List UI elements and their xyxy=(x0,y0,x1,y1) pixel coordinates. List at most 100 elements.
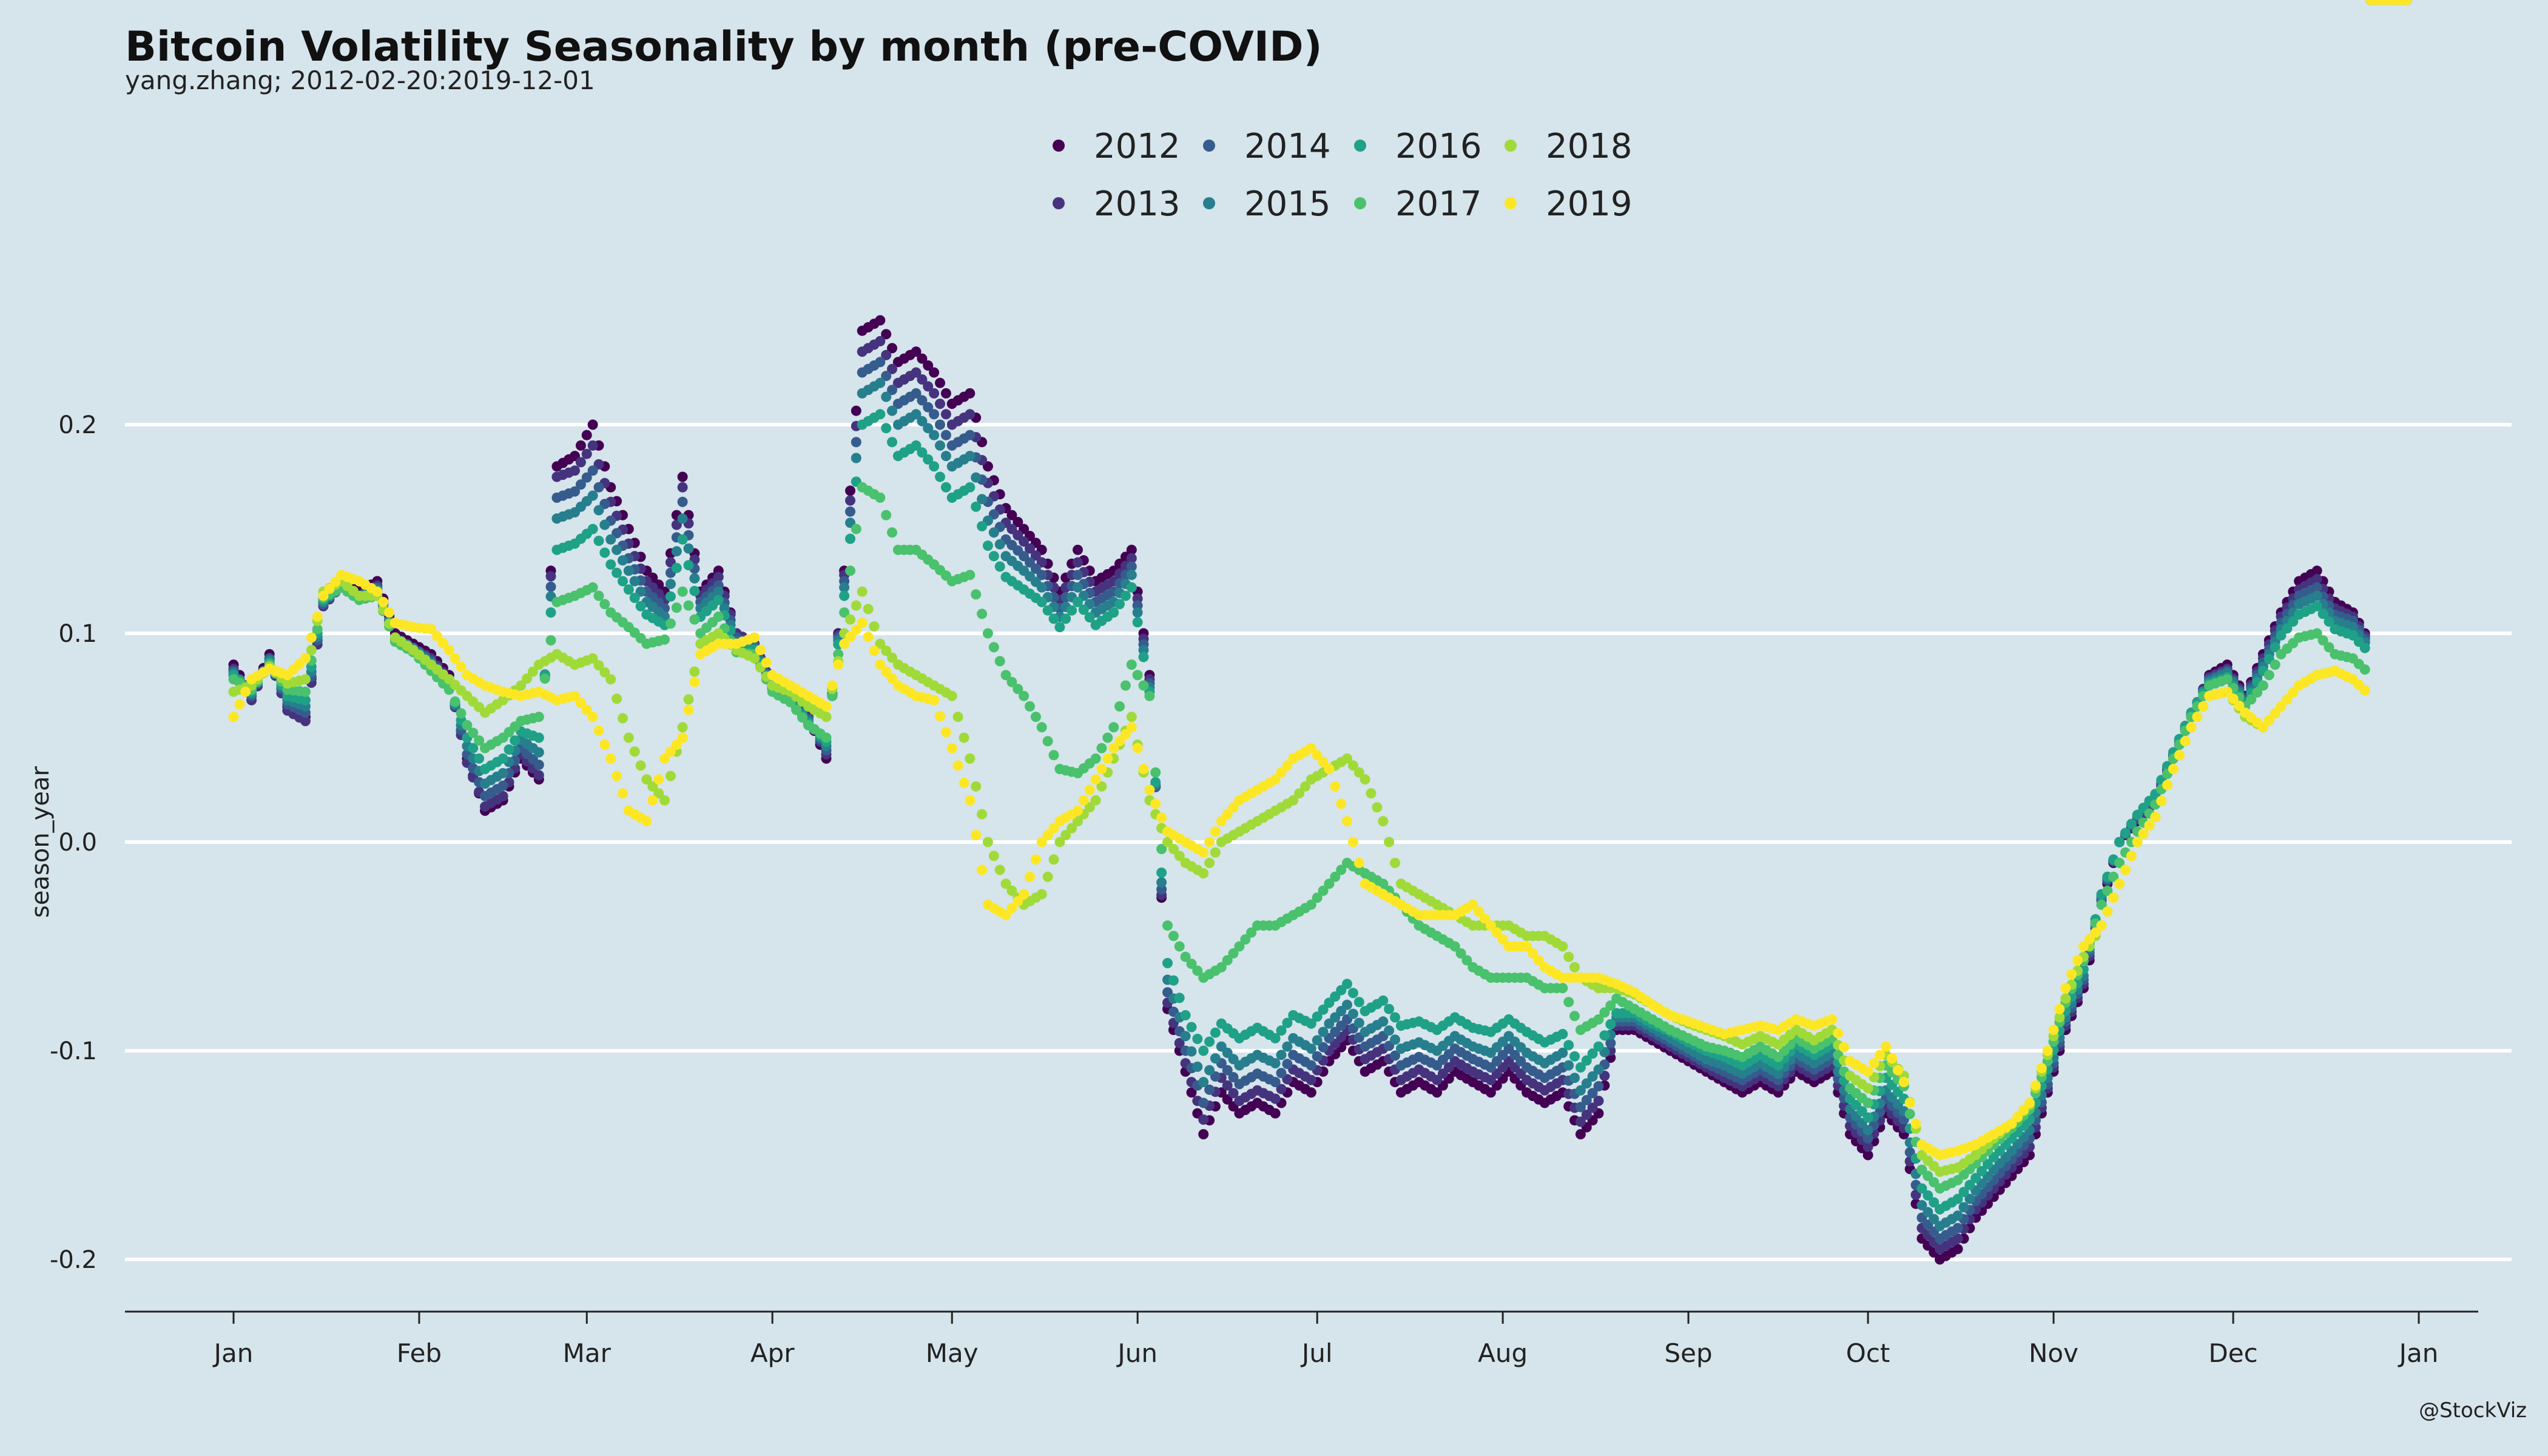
point-2019 xyxy=(1276,767,1287,778)
caption: @StockViz xyxy=(2419,1398,2527,1423)
point-2017 xyxy=(1186,959,1197,969)
point-2015 xyxy=(1862,1125,1873,1136)
point-2015 xyxy=(623,565,634,576)
point-2017 xyxy=(791,704,802,715)
point-2018 xyxy=(516,680,527,691)
point-2015 xyxy=(1929,1214,1940,1224)
point-2014 xyxy=(497,780,508,791)
point-2016 xyxy=(1210,1027,1221,1038)
point-2014 xyxy=(677,496,688,507)
point-2016 xyxy=(839,590,850,601)
point-2019 xyxy=(2066,969,2077,980)
point-2019 xyxy=(324,584,335,595)
point-2016 xyxy=(1073,596,1083,607)
point-2016 xyxy=(917,447,928,458)
point-2016 xyxy=(1108,607,1119,618)
point-2014 xyxy=(911,388,922,399)
point-2017 xyxy=(988,642,999,653)
point-2015 xyxy=(1347,1008,1358,1019)
point-2019 xyxy=(959,778,969,788)
point-2012 xyxy=(1126,544,1137,555)
point-2016 xyxy=(1048,613,1059,624)
point-2017 xyxy=(1126,659,1137,670)
point-2019 xyxy=(1904,1097,1915,1108)
point-2015 xyxy=(665,579,676,590)
point-2019 xyxy=(761,657,772,668)
point-2019 xyxy=(1306,743,1316,753)
point-2016 xyxy=(929,461,940,472)
point-2019 xyxy=(318,590,329,601)
point-2018 xyxy=(845,614,855,625)
point-2017 xyxy=(1144,690,1155,701)
point-2018 xyxy=(1288,795,1299,806)
point-2019 xyxy=(851,624,861,635)
point-2017 xyxy=(2311,628,2322,639)
point-2019 xyxy=(887,673,897,684)
point-2018 xyxy=(1384,837,1395,848)
point-2017 xyxy=(1336,864,1347,875)
point-2012 xyxy=(881,329,892,340)
point-2016 xyxy=(1186,1022,1197,1033)
point-2015 xyxy=(1342,999,1352,1010)
point-2018 xyxy=(1204,857,1215,868)
point-2012 xyxy=(1198,1129,1209,1140)
point-2019 xyxy=(1270,774,1281,785)
point-2014 xyxy=(1276,1068,1287,1079)
point-2018 xyxy=(677,722,688,733)
point-2016 xyxy=(683,560,694,571)
point-2019 xyxy=(2114,878,2125,889)
point-2019 xyxy=(2120,864,2131,875)
point-2019 xyxy=(1312,750,1323,761)
point-2018 xyxy=(653,788,664,799)
point-2013 xyxy=(923,381,934,392)
point-2017 xyxy=(1156,844,1167,854)
point-2016 xyxy=(713,595,724,605)
point-2019 xyxy=(1869,1058,1879,1069)
point-2019 xyxy=(1862,1066,1873,1077)
point-2019 xyxy=(2234,700,2245,711)
point-2017 xyxy=(1090,753,1101,764)
point-2019 xyxy=(2036,1063,2047,1074)
point-2017 xyxy=(1096,743,1107,753)
point-2019 xyxy=(1898,1077,1909,1088)
point-2016 xyxy=(1390,1012,1400,1023)
point-2016 xyxy=(612,567,622,578)
point-2016 xyxy=(587,524,598,534)
point-2016 xyxy=(510,735,521,746)
point-2018 xyxy=(612,693,622,704)
point-2012 xyxy=(581,430,592,440)
point-2019 xyxy=(1102,753,1113,764)
point-2016 xyxy=(1138,652,1149,662)
point-2018 xyxy=(1006,885,1017,896)
point-2017 xyxy=(971,589,982,600)
point-2018 xyxy=(887,652,897,663)
point-2015 xyxy=(1282,1041,1293,1052)
point-2014 xyxy=(1952,1222,1963,1233)
point-2014 xyxy=(935,419,945,430)
point-2019 xyxy=(456,661,467,672)
point-2018 xyxy=(1198,868,1209,879)
point-2016 xyxy=(2126,818,2137,829)
point-2016 xyxy=(545,607,556,618)
point-2018 xyxy=(1036,889,1047,900)
point-2015 xyxy=(1916,1200,1927,1211)
point-2017 xyxy=(1216,962,1227,972)
point-2017 xyxy=(1330,871,1341,882)
point-2016 xyxy=(1384,1003,1395,1014)
point-2019 xyxy=(1282,760,1293,771)
point-2019 xyxy=(845,632,855,642)
point-2019 xyxy=(2078,941,2089,952)
point-2016 xyxy=(1270,1033,1281,1043)
point-2018 xyxy=(1342,753,1352,764)
point-2016 xyxy=(1563,1040,1574,1051)
x-tick-label: Nov xyxy=(2029,1338,2078,1368)
legend-label: 2018 xyxy=(1546,127,1633,166)
point-2016 xyxy=(1862,1112,1873,1123)
point-2019 xyxy=(378,596,389,607)
point-2016 xyxy=(629,593,640,603)
point-2015 xyxy=(1563,1060,1574,1071)
point-2014 xyxy=(1605,1037,1616,1048)
point-2012 xyxy=(965,388,976,399)
point-2013 xyxy=(1073,557,1083,568)
point-2018 xyxy=(857,586,868,597)
